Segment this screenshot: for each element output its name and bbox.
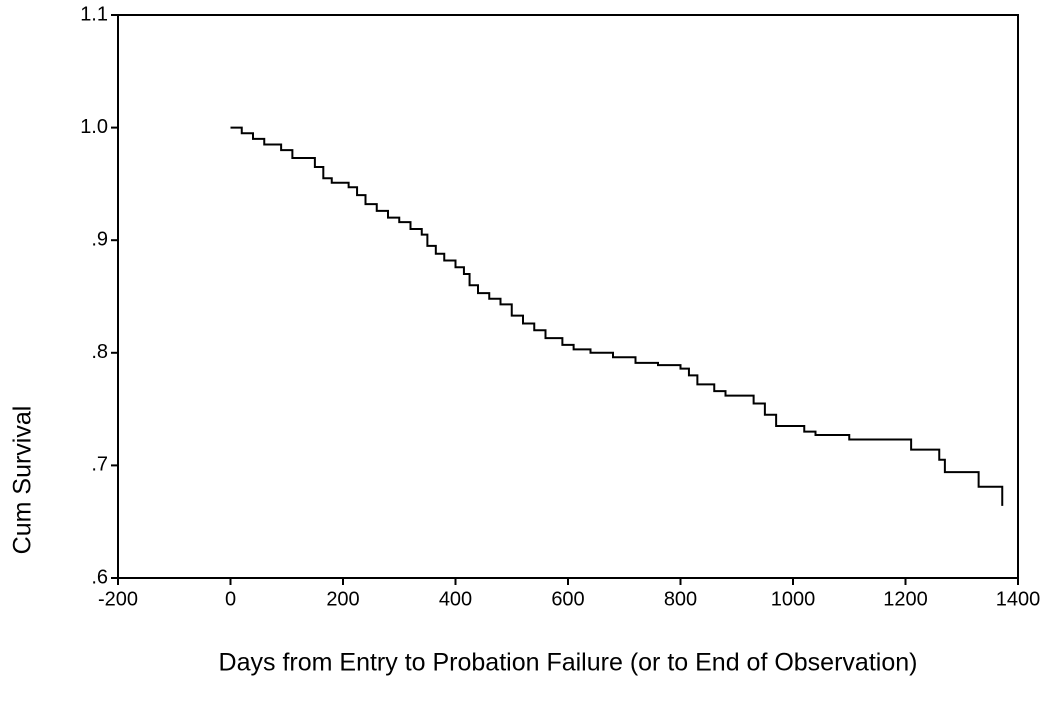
y-tick-label: .8 (91, 341, 108, 363)
x-tick-label: -200 (98, 588, 138, 610)
x-tick-label: 600 (551, 588, 584, 610)
x-tick-label: 1400 (996, 588, 1041, 610)
x-tick-label: 0 (225, 588, 236, 610)
x-tick-label: 400 (439, 588, 472, 610)
y-axis-title: Cum Survival (9, 406, 37, 555)
x-tick-label: 200 (326, 588, 359, 610)
y-tick-label: .6 (91, 566, 108, 588)
plot-frame (117, 14, 1019, 579)
x-tick-label: 1200 (883, 588, 928, 610)
x-tick-label: 1000 (771, 588, 816, 610)
x-axis-title: Days from Entry to Probation Failure (or… (219, 649, 918, 677)
y-tick-label: .9 (91, 228, 108, 250)
y-tick-label: 1.1 (80, 3, 108, 25)
survival-curve (230, 126, 1004, 506)
x-tick-label: 800 (664, 588, 697, 610)
y-tick-label: .7 (91, 454, 108, 476)
y-tick-label: 1.0 (80, 116, 108, 138)
